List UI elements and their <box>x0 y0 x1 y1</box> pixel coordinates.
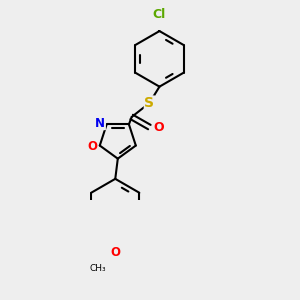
Text: S: S <box>144 96 154 110</box>
Text: O: O <box>153 121 164 134</box>
Text: O: O <box>87 140 97 153</box>
Text: CH₃: CH₃ <box>89 264 106 273</box>
Text: Cl: Cl <box>153 8 166 21</box>
Text: O: O <box>110 246 120 259</box>
Text: N: N <box>95 117 105 130</box>
